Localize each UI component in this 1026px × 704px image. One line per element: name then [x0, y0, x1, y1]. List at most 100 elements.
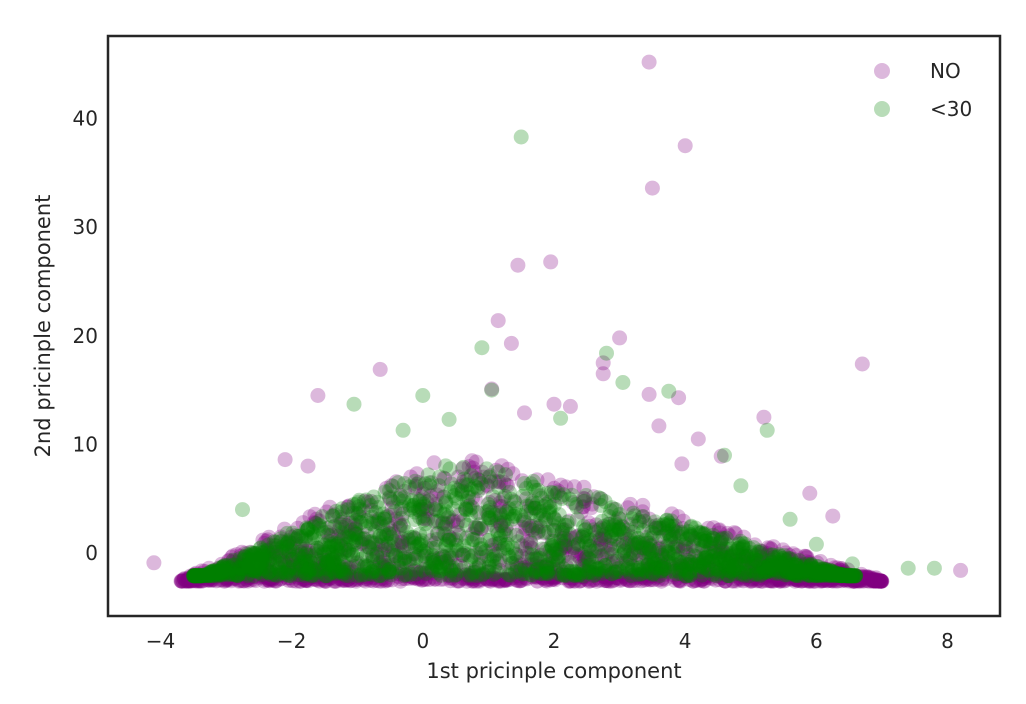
y-tick-label: 0 [85, 541, 98, 565]
cloud-point-no [434, 548, 450, 564]
cloud-point-no [697, 568, 713, 584]
cloud-point-lt30 [749, 544, 765, 560]
cloud-point-no [300, 543, 316, 559]
cloud-point-no [446, 562, 462, 578]
cloud-point-no [430, 550, 446, 566]
cloud-point-no [818, 561, 833, 577]
cloud-point-no [841, 567, 857, 583]
cloud-point-no [412, 571, 428, 586]
cloud-point-no [492, 552, 508, 568]
cloud-point-no [201, 560, 217, 576]
cloud-point-no [309, 543, 325, 559]
cloud-point-no [467, 564, 483, 580]
cloud-point-no [528, 568, 544, 584]
cloud-point-no [698, 544, 714, 560]
cloud-point-no [534, 570, 550, 585]
cloud-point-lt30 [570, 566, 586, 582]
cloud-point-no [623, 529, 639, 545]
cloud-point-no [309, 540, 325, 556]
point-lt30 [759, 422, 775, 438]
cloud-point-no [265, 571, 281, 587]
cloud-point-no [326, 556, 341, 572]
cloud-point-no [493, 518, 509, 534]
cloud-point-no [351, 506, 367, 522]
point-no [372, 361, 388, 377]
cloud-point-no [203, 568, 219, 584]
cloud-point-no [704, 568, 720, 584]
cloud-point-no [432, 554, 448, 570]
cloud-point-no [234, 544, 250, 560]
cloud-point-no [453, 478, 469, 494]
cloud-point-no [554, 537, 570, 553]
cloud-point-no [189, 571, 205, 587]
cloud-point-no [539, 573, 555, 589]
cloud-point-no [630, 570, 646, 586]
cloud-point-no [409, 570, 425, 586]
cloud-point-no [231, 573, 247, 589]
cloud-point-no [509, 547, 525, 563]
cloud-point-no [815, 573, 831, 589]
cloud-point-no [383, 521, 398, 537]
cloud-point-no [593, 531, 609, 547]
cloud-point-no [261, 572, 277, 588]
cloud-point-no [787, 552, 802, 568]
cloud-point-no [412, 565, 428, 581]
cloud-point-no [333, 552, 349, 568]
cloud-point-lt30 [422, 475, 437, 491]
cloud-point-no [775, 542, 791, 558]
cloud-point-no [380, 555, 396, 571]
cloud-point-no [735, 569, 751, 585]
cloud-point-no [293, 571, 309, 586]
cloud-point-no [845, 573, 861, 589]
cloud-point-no [593, 532, 609, 547]
cloud-point-no [796, 562, 812, 577]
cloud-point-no [523, 539, 538, 555]
cloud-point-no [736, 529, 752, 545]
cloud-point-no [728, 552, 744, 568]
point-lt30 [615, 375, 631, 390]
cloud-point-no [685, 573, 701, 589]
cloud-point-no [581, 564, 597, 580]
cloud-point-no [192, 573, 208, 589]
cloud-point-no [603, 569, 619, 585]
cloud-point-no [514, 473, 530, 489]
cloud-point-no [353, 570, 369, 586]
cloud-point-no [237, 545, 253, 561]
cloud-point-no [312, 573, 328, 589]
cloud-point-no [259, 555, 275, 571]
point-lt30 [599, 345, 614, 361]
cloud-point-no [265, 544, 281, 560]
cloud-point-no [546, 571, 562, 587]
cloud-point-no [642, 535, 658, 551]
cloud-point-no [743, 560, 759, 576]
cloud-point-no [388, 474, 404, 490]
cloud-point-no [223, 573, 239, 589]
cloud-point-no [755, 573, 771, 589]
cloud-point-no [474, 464, 490, 480]
cloud-point-no [554, 545, 570, 561]
cloud-point-no [370, 537, 386, 553]
cloud-point-no [492, 509, 508, 525]
cloud-point-no [376, 561, 392, 577]
cloud-point-no [828, 566, 844, 581]
cloud-point-no [640, 562, 656, 578]
cloud-point-lt30 [710, 566, 726, 582]
cloud-point-lt30 [436, 489, 452, 505]
cloud-point-no [348, 526, 364, 542]
cloud-point-no [782, 567, 798, 583]
cloud-point-no [574, 547, 590, 563]
cloud-point-no [444, 547, 460, 563]
cloud-point-no [631, 567, 646, 583]
cloud-point-no [469, 530, 485, 546]
cloud-point-no [459, 499, 475, 515]
cloud-point-no [526, 500, 542, 516]
cloud-point-no [873, 573, 889, 589]
cloud-point-no [200, 572, 216, 588]
cloud-point-no [747, 554, 763, 570]
cloud-point-no [182, 573, 197, 589]
cloud-point-no [776, 564, 792, 580]
cloud-point-no [202, 570, 218, 586]
cloud-point-no [744, 573, 760, 589]
cloud-point-no [872, 573, 888, 589]
